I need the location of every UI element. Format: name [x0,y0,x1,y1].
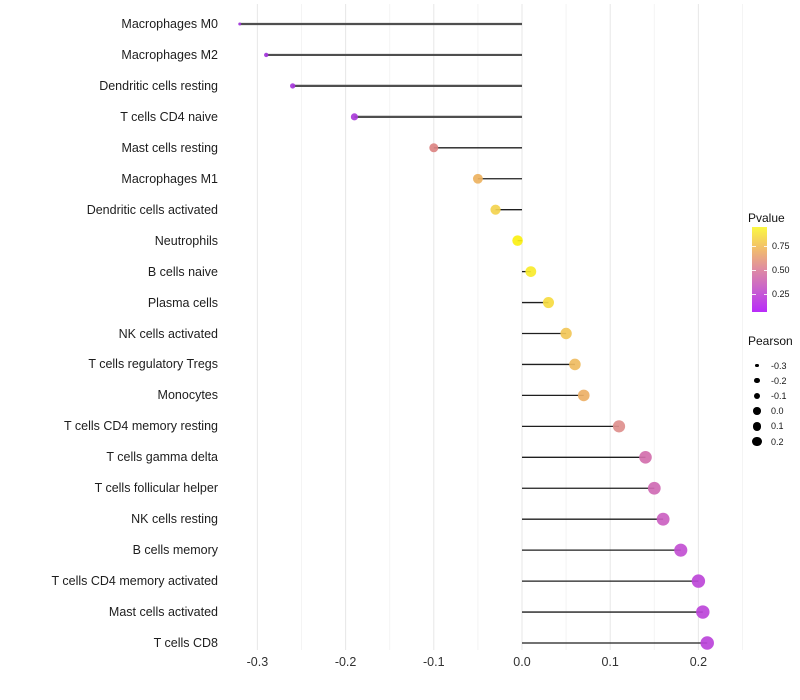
y-axis-label: B cells naive [147,264,218,279]
lollipop-dot [542,296,555,309]
x-axis-tick-label: -0.3 [246,655,269,669]
y-axis-label: Mast cells resting [121,140,218,155]
lollipop-dot [696,605,710,619]
pearson-key-label: -0.3 [771,360,787,371]
y-axis-label: Monocytes [157,388,218,403]
pearson-legend-entry: 0.1 [748,419,787,434]
y-axis-label: NK cells activated [118,326,218,341]
pearson-key-dot [752,436,762,447]
x-axis-tick-label: -0.1 [423,655,445,669]
y-axis-label: T cells CD8 [153,636,218,650]
pearson-key-dot [752,422,762,431]
lollipop-dot [525,266,537,278]
y-axis-label: NK cells resting [131,512,218,527]
lollipop-dot [700,636,714,650]
lollipop-dot [656,512,670,526]
lollipop-dot [639,450,652,464]
pvalue-tick-label: 0.25 [772,289,790,299]
x-axis-tick-label: 0.0 [513,655,531,669]
pearson-key-dot-box [748,378,766,384]
pvalue-gradient-tick [763,269,767,271]
pearson-key-label: -0.1 [771,390,787,401]
y-axis-label: Macrophages M1 [121,171,218,186]
y-axis-label: Neutrophils [154,233,218,248]
pearson-key-dot-box [748,436,766,447]
pearson-key-dot [755,363,759,368]
lollipop-dot [560,327,572,340]
pearson-legend-entry: 0.2 [748,434,787,449]
y-axis-label: Macrophages M2 [121,47,218,62]
pearson-key-dot-box [748,407,766,415]
pearson-legend-title: Pearson [748,334,793,348]
pearson-key-dot [753,392,761,400]
pearson-key-label: -0.2 [771,375,787,386]
pvalue-gradient-tick [752,293,756,295]
pvalue-gradient-tick [752,269,756,271]
y-axis-label: Dendritic cells resting [99,78,218,93]
pearson-key-dot-box [748,392,766,400]
pvalue-gradient-tick [763,245,767,247]
y-axis-label: T cells CD4 memory resting [64,419,218,434]
pearson-legend-entry: -0.3 [748,358,787,373]
y-axis-label: T cells CD4 memory activated [51,574,219,589]
y-axis-label: Mast cells activated [108,605,218,620]
y-axis-label: Dendritic cells activated [86,202,218,217]
lollipop-dot [290,83,296,89]
pearson-key-dot-box [748,363,766,368]
lollipop-dot [472,173,483,184]
pearson-legend-entry: -0.2 [748,373,787,388]
lollipop-dot [512,235,523,246]
pearson-key-dot-box [748,422,766,431]
pearson-legend-entry: 0.0 [748,404,787,419]
lollipop-dot [612,420,626,433]
pearson-legend-entries: -0.3 -0.2 -0.1 0.0 0.1 0.2 [748,358,787,449]
lollipop-dot [674,543,688,557]
y-axis-label: T cells CD4 naive [120,109,218,124]
pearson-key-label: 0.1 [771,421,784,432]
lollipop-dot [569,358,581,371]
y-axis-label: T cells follicular helper [94,481,218,496]
lollipop-dot [264,52,269,58]
lollipop-dot [691,574,706,588]
pearson-key-dot [754,378,760,384]
lollipop-dot [577,389,590,402]
lollipop-dot [429,143,439,153]
y-axis-label: T cells gamma delta [106,450,218,465]
x-axis-tick-label: 0.1 [601,655,619,669]
pvalue-gradient-tick [752,245,756,247]
y-axis-label: Macrophages M0 [121,17,218,31]
pearson-key-label: 0.0 [771,406,784,417]
pvalue-gradient-tick [763,293,767,295]
y-axis-label: B cells memory [132,543,218,558]
pearson-key-dot [753,407,761,415]
pvalue-tick-label: 0.75 [772,241,790,251]
pearson-legend-entry: -0.1 [748,388,787,403]
pvalue-legend-title: Pvalue [748,211,785,225]
lollipop-dot [238,22,242,26]
pvalue-gradient-bar [752,227,767,312]
y-axis-label: T cells regulatory Tregs [88,357,218,372]
x-axis-tick-label: -0.2 [334,655,357,669]
lollipop-dot [350,113,359,121]
y-axis-label: Plasma cells [147,295,218,310]
pvalue-tick-label: 0.50 [772,265,790,275]
x-axis-tick-label: 0.2 [689,655,708,669]
lollipop-dot [647,481,661,495]
lollipop-dot [490,204,501,215]
pearson-key-label: 0.2 [771,436,784,447]
